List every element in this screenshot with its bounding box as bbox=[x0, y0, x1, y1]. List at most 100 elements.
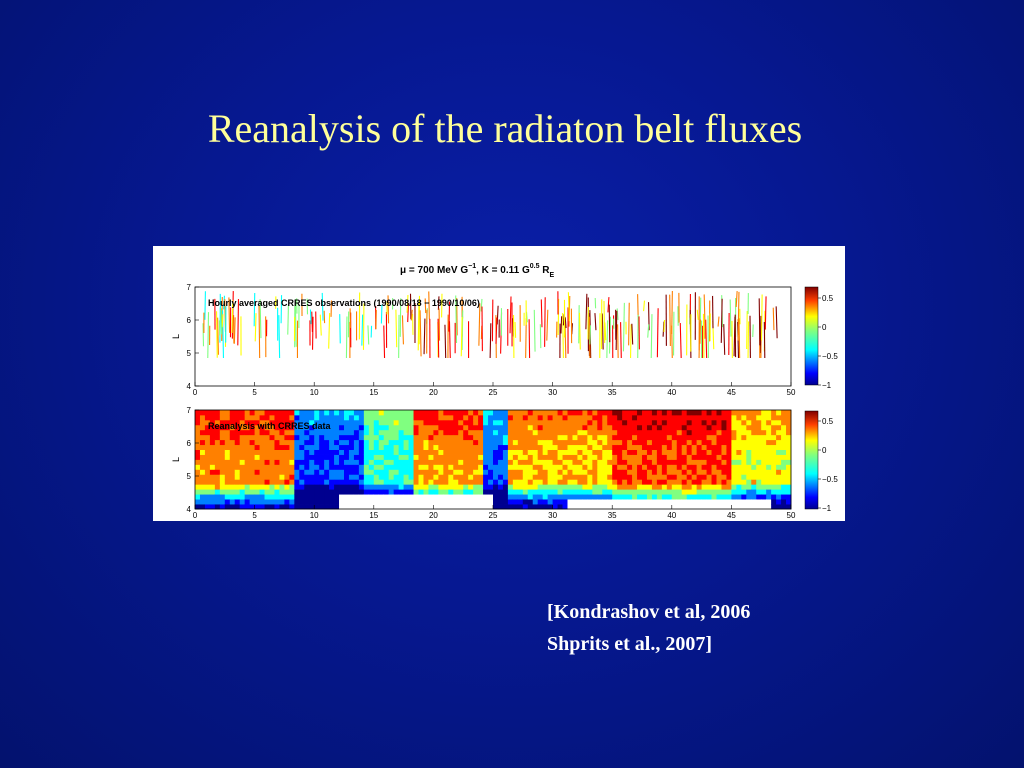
heatmap-cell bbox=[632, 454, 638, 460]
heatmap-cell bbox=[706, 459, 712, 465]
heatmap-cell bbox=[726, 494, 732, 500]
heatmap-cell bbox=[547, 504, 553, 510]
heatmap-cell bbox=[274, 484, 280, 490]
heatmap-cell bbox=[572, 469, 578, 475]
heatmap-cell bbox=[463, 424, 469, 431]
heatmap-cell bbox=[522, 504, 529, 510]
heatmap-cell bbox=[612, 410, 618, 416]
heatmap-cell bbox=[706, 454, 712, 460]
heatmap-cell bbox=[458, 429, 464, 436]
heatmap-cell bbox=[766, 439, 772, 446]
heatmap-cell bbox=[418, 454, 424, 460]
heatmap-cell bbox=[651, 429, 658, 436]
heatmap-cell bbox=[622, 434, 628, 441]
heatmap-cell bbox=[413, 449, 419, 455]
heatmap-cell bbox=[622, 479, 628, 485]
heatmap-cell bbox=[552, 459, 558, 465]
heatmap-cell bbox=[627, 504, 633, 510]
heatmap-cell bbox=[517, 449, 524, 455]
heatmap-cell bbox=[527, 504, 534, 510]
heatmap-cell bbox=[572, 499, 578, 505]
heatmap-cell bbox=[691, 444, 698, 450]
heatmap-cell bbox=[373, 439, 380, 446]
heatmap-cell bbox=[403, 504, 409, 510]
heatmap-cell bbox=[249, 494, 255, 500]
heatmap-cell bbox=[398, 479, 404, 485]
heatmap-cell bbox=[443, 469, 449, 475]
heatmap-cell bbox=[239, 484, 246, 490]
heatmap-cell bbox=[612, 489, 618, 495]
heatmap-cell bbox=[701, 464, 707, 470]
heatmap-cell bbox=[537, 474, 544, 480]
heatmap-cell bbox=[622, 444, 628, 450]
heatmap-cell bbox=[731, 419, 737, 426]
heatmap-cell bbox=[339, 410, 345, 416]
heatmap-cell bbox=[507, 439, 514, 446]
heatmap-cell bbox=[721, 499, 727, 505]
heatmap-cell bbox=[254, 474, 260, 480]
heatmap-cell bbox=[433, 479, 439, 485]
heatmap-cell bbox=[676, 489, 683, 495]
heatmap-cell bbox=[502, 469, 509, 475]
heatmap-cell bbox=[701, 484, 707, 490]
heatmap-cell bbox=[219, 454, 226, 460]
heatmap-cell bbox=[493, 464, 499, 470]
heatmap-cell bbox=[383, 410, 390, 416]
heatmap-cell bbox=[756, 439, 762, 446]
heatmap-cell bbox=[433, 489, 439, 495]
heatmap-cell bbox=[254, 434, 260, 441]
heatmap-cell bbox=[353, 414, 360, 421]
heatmap-cell bbox=[348, 439, 355, 446]
heatmap-cell bbox=[398, 410, 404, 416]
heatmap-cell bbox=[413, 429, 419, 436]
observation-trace bbox=[258, 305, 261, 359]
heatmap-cell bbox=[264, 479, 270, 485]
heatmap-cell bbox=[676, 494, 683, 500]
heatmap-cell bbox=[711, 489, 717, 495]
heatmap-cell bbox=[696, 469, 702, 475]
heatmap-cell bbox=[413, 484, 419, 490]
heatmap-cell bbox=[731, 424, 737, 431]
heatmap-cell bbox=[582, 499, 588, 505]
heatmap-cell bbox=[502, 464, 509, 470]
heatmap-cell bbox=[731, 429, 737, 436]
heatmap-cell bbox=[314, 410, 320, 416]
heatmap-cell bbox=[259, 429, 265, 436]
heatmap-cell bbox=[314, 449, 320, 455]
heatmap-cell bbox=[199, 489, 206, 495]
heatmap-cell bbox=[512, 504, 519, 510]
observation-trace bbox=[717, 316, 720, 327]
heatmap-cell bbox=[433, 504, 439, 510]
heatmap-cell bbox=[388, 449, 395, 455]
heatmap-cell bbox=[671, 459, 678, 465]
heatmap-cell bbox=[761, 474, 767, 480]
heatmap-cell bbox=[398, 424, 404, 431]
heatmap-cell bbox=[607, 410, 613, 416]
heatmap-cell bbox=[249, 439, 255, 446]
heatmap-cell bbox=[537, 449, 544, 455]
heatmap-cell bbox=[224, 474, 231, 480]
heatmap-cell bbox=[642, 454, 648, 460]
observation-trace bbox=[585, 293, 588, 330]
heatmap-cell bbox=[532, 499, 539, 505]
observation-trace bbox=[259, 299, 262, 339]
heatmap-cell bbox=[746, 444, 752, 450]
heatmap-cell bbox=[195, 469, 201, 475]
heatmap-cell bbox=[244, 429, 251, 436]
heatmap-cell bbox=[527, 479, 534, 485]
heatmap-cell bbox=[448, 414, 454, 421]
observation-trace bbox=[231, 300, 234, 334]
heatmap-cell bbox=[289, 454, 295, 460]
heatmap-cell bbox=[214, 484, 221, 490]
heatmap-cell bbox=[319, 464, 325, 470]
heatmap-cell bbox=[344, 474, 350, 480]
heatmap-cell bbox=[344, 429, 350, 436]
observation-trace bbox=[631, 323, 634, 345]
heatmap-cell bbox=[438, 504, 444, 510]
heatmap-cell bbox=[299, 434, 305, 441]
heatmap-cell bbox=[309, 469, 315, 475]
heatmap-cell bbox=[642, 424, 648, 431]
heatmap-cell bbox=[214, 499, 221, 505]
heatmap-cell bbox=[254, 449, 260, 455]
heatmap-cell bbox=[224, 429, 231, 436]
